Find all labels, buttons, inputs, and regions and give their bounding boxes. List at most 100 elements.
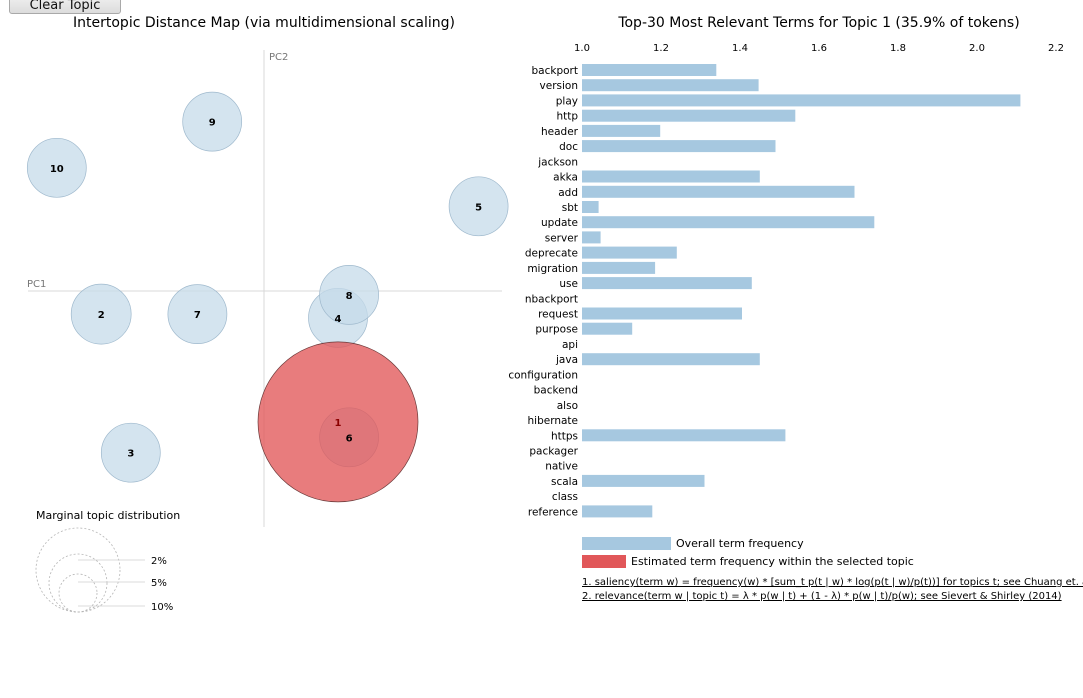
size-legend: 2% 5% 10% bbox=[35, 527, 173, 613]
legend-swatch-overall bbox=[582, 537, 671, 550]
legend-label-overall: Overall term frequency bbox=[676, 537, 804, 550]
bar-legend: Overall term frequency Estimated term fr… bbox=[582, 537, 914, 568]
topic-circle-3[interactable] bbox=[100, 422, 161, 483]
topic-label-10: 10 bbox=[50, 164, 64, 175]
size-legend-label-5: 5% bbox=[151, 578, 167, 589]
term-label-nbackport[interactable]: nbackport bbox=[525, 293, 578, 305]
term-bar-version[interactable] bbox=[582, 79, 759, 92]
term-bar-java[interactable] bbox=[582, 353, 760, 366]
topic-label-7: 7 bbox=[194, 310, 201, 321]
topic-label-6: 6 bbox=[346, 433, 353, 444]
topic-label-2: 2 bbox=[98, 310, 105, 321]
term-label-hibernate[interactable]: hibernate bbox=[528, 415, 579, 427]
term-bar-header[interactable] bbox=[582, 124, 661, 137]
term-label-reference[interactable]: reference bbox=[528, 506, 578, 518]
term-label-purpose[interactable]: purpose bbox=[535, 324, 578, 336]
term-bar-https[interactable] bbox=[582, 429, 786, 442]
term-label-scala[interactable]: scala bbox=[551, 476, 578, 488]
term-label-deprecate[interactable]: deprecate bbox=[525, 248, 578, 260]
term-label-akka[interactable]: akka bbox=[553, 172, 578, 184]
pc1-axis-label: PC1 bbox=[27, 279, 46, 290]
term-label-native[interactable]: native bbox=[545, 461, 578, 473]
term-label-jackson[interactable]: jackson bbox=[537, 156, 578, 168]
term-bar-backport[interactable] bbox=[582, 64, 717, 76]
x-tick-label: 2.0 bbox=[969, 43, 985, 54]
term-label-add[interactable]: add bbox=[558, 187, 578, 199]
size-legend-circle-10 bbox=[35, 527, 121, 613]
term-bar-migration[interactable] bbox=[582, 261, 656, 274]
topic-circle-8[interactable] bbox=[319, 265, 379, 325]
term-bar-play[interactable] bbox=[582, 94, 1021, 107]
saliency-footnote-link[interactable]: 1. saliency(term w) = frequency(w) * [su… bbox=[582, 577, 1083, 588]
topic-label-3: 3 bbox=[127, 449, 134, 460]
term-label-request[interactable]: request bbox=[538, 309, 578, 321]
term-bar-use[interactable] bbox=[582, 277, 752, 290]
term-label-migration[interactable]: migration bbox=[527, 263, 578, 275]
topic-label-4: 4 bbox=[335, 314, 342, 325]
size-legend-label-10: 10% bbox=[151, 602, 173, 613]
term-label-api[interactable]: api bbox=[562, 339, 578, 351]
term-bar-deprecate[interactable] bbox=[582, 246, 677, 259]
term-label-java[interactable]: java bbox=[555, 354, 578, 366]
term-label-backport[interactable]: backport bbox=[532, 65, 578, 77]
term-bar-purpose[interactable] bbox=[582, 322, 633, 335]
topic-circle-10[interactable] bbox=[26, 137, 87, 198]
term-label-https[interactable]: https bbox=[551, 430, 578, 442]
clear-topic-button[interactable]: Clear Topic bbox=[9, 0, 121, 14]
term-bars bbox=[582, 64, 1021, 518]
topic-circle-1[interactable] bbox=[257, 341, 419, 503]
term-bar-doc[interactable] bbox=[582, 140, 776, 153]
topic-circle-7[interactable] bbox=[167, 284, 228, 344]
term-label-doc[interactable]: doc bbox=[559, 141, 578, 153]
term-label-also[interactable]: also bbox=[557, 400, 578, 412]
term-bar-sbt[interactable] bbox=[582, 201, 599, 213]
term-label-sbt[interactable]: sbt bbox=[562, 202, 578, 214]
term-bar-add[interactable] bbox=[582, 185, 855, 198]
x-tick-label: 1.0 bbox=[574, 43, 590, 54]
x-tick-label: 1.6 bbox=[811, 43, 827, 54]
topic-label-8: 8 bbox=[346, 291, 353, 302]
x-tick-label: 1.8 bbox=[890, 43, 906, 54]
term-bar-server[interactable] bbox=[582, 231, 601, 244]
term-label-play[interactable]: play bbox=[556, 95, 578, 107]
term-label-http[interactable]: http bbox=[556, 111, 578, 123]
pc2-axis-label: PC2 bbox=[269, 52, 288, 63]
term-label-server[interactable]: server bbox=[545, 232, 579, 244]
term-bar-akka[interactable] bbox=[582, 170, 760, 183]
topic-label-1: 1 bbox=[335, 418, 342, 429]
term-label-update[interactable]: update bbox=[541, 217, 578, 229]
term-bar-reference[interactable] bbox=[582, 505, 653, 518]
topic-circle-9[interactable] bbox=[182, 91, 243, 152]
term-label-backend[interactable]: backend bbox=[534, 385, 578, 397]
topic-labels: 2 3 4 5 6 7 8 9 10 1 bbox=[50, 118, 482, 460]
topic-circles bbox=[26, 91, 509, 503]
bar-chart-title: Top-30 Most Relevant Terms for Topic 1 (… bbox=[617, 15, 1019, 31]
topic-circle-5[interactable] bbox=[448, 176, 509, 237]
term-label-class[interactable]: class bbox=[552, 491, 578, 503]
topic-circle-2[interactable] bbox=[70, 283, 132, 345]
relevance-footnote-link[interactable]: 2. relevance(term w | topic t) = λ * p(w… bbox=[582, 591, 1062, 602]
term-bar-scala[interactable] bbox=[582, 474, 705, 487]
term-bar-request[interactable] bbox=[582, 307, 742, 320]
term-bar-http[interactable] bbox=[582, 109, 796, 122]
x-tick-label: 2.2 bbox=[1048, 43, 1064, 54]
intertopic-distance-map: Intertopic Distance Map (via multidimens… bbox=[26, 15, 509, 613]
topic-label-9: 9 bbox=[209, 118, 216, 129]
term-bar-update[interactable] bbox=[582, 216, 875, 229]
term-label-configuration[interactable]: configuration bbox=[508, 369, 578, 381]
term-labels: backport version play http header doc jackson a… bbox=[508, 65, 578, 518]
map-title: Intertopic Distance Map (via multidimens… bbox=[73, 15, 455, 31]
term-label-packager[interactable]: packager bbox=[529, 446, 578, 458]
legend-label-estimated: Estimated term frequency within the sele… bbox=[631, 555, 914, 568]
term-label-version[interactable]: version bbox=[540, 80, 578, 92]
footnotes: 1. saliency(term w) = frequency(w) * [su… bbox=[582, 576, 1083, 604]
size-legend-label-2: 2% bbox=[151, 556, 167, 567]
x-axis-ticks: 1.0 1.2 1.4 1.6 1.8 2.0 2.2 bbox=[574, 43, 1064, 54]
topic-label-5: 5 bbox=[475, 202, 482, 213]
marginal-distribution-title: Marginal topic distribution bbox=[36, 509, 180, 522]
term-label-header[interactable]: header bbox=[541, 126, 579, 138]
term-label-use[interactable]: use bbox=[559, 278, 578, 290]
legend-swatch-estimated bbox=[582, 555, 626, 568]
x-tick-label: 1.2 bbox=[653, 43, 669, 54]
